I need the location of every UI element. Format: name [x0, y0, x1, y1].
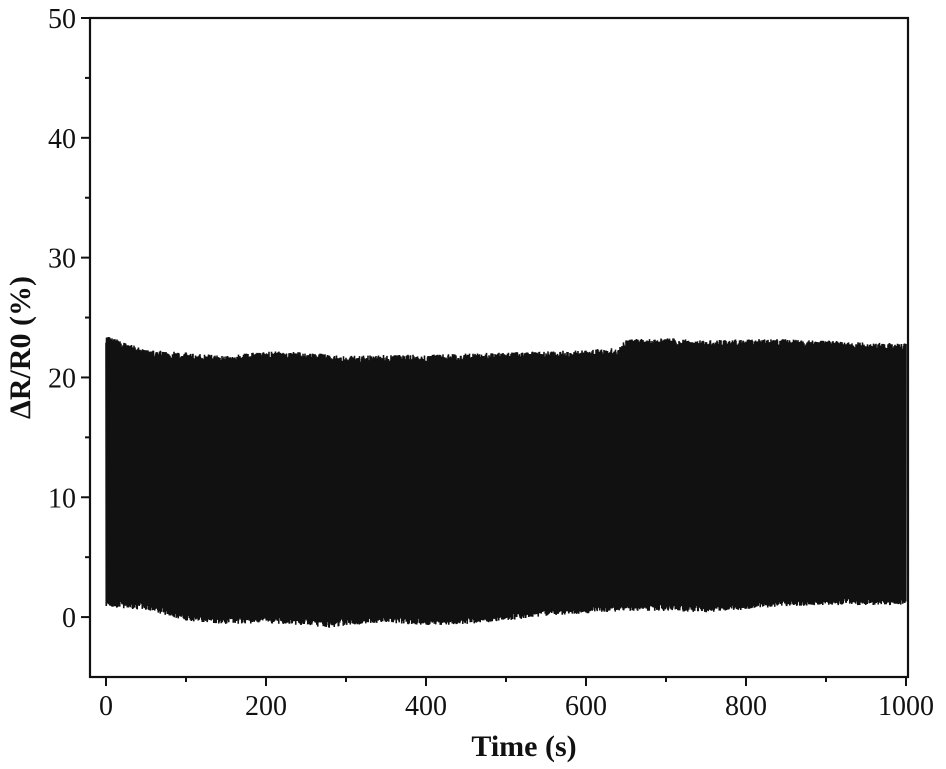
x-tick-label: 200 — [245, 691, 287, 722]
x-tick-label: 1000 — [878, 691, 934, 722]
y-tick-label: 10 — [48, 483, 76, 514]
x-tick-label: 0 — [99, 691, 113, 722]
plot-frame — [88, 16, 910, 679]
x-tick-label: 400 — [405, 691, 447, 722]
series-line — [105, 336, 907, 628]
y-tick-label: 0 — [62, 603, 76, 634]
x-axis-title: Time (s) — [471, 730, 576, 763]
y-axis-title: ΔR/R0 (%) — [4, 276, 37, 419]
x-tick-label: 600 — [565, 691, 607, 722]
axis-ticks — [81, 17, 907, 686]
y-tick-label: 30 — [48, 244, 76, 275]
plot-area — [105, 336, 907, 628]
y-tick-label: 40 — [48, 124, 76, 155]
tick-labels: 0 200 400 600 800 1000 0 10 20 30 40 50 — [48, 4, 934, 722]
x-tick-label: 800 — [725, 691, 767, 722]
y-tick-label: 20 — [48, 363, 76, 394]
y-tick-label: 50 — [48, 4, 76, 35]
